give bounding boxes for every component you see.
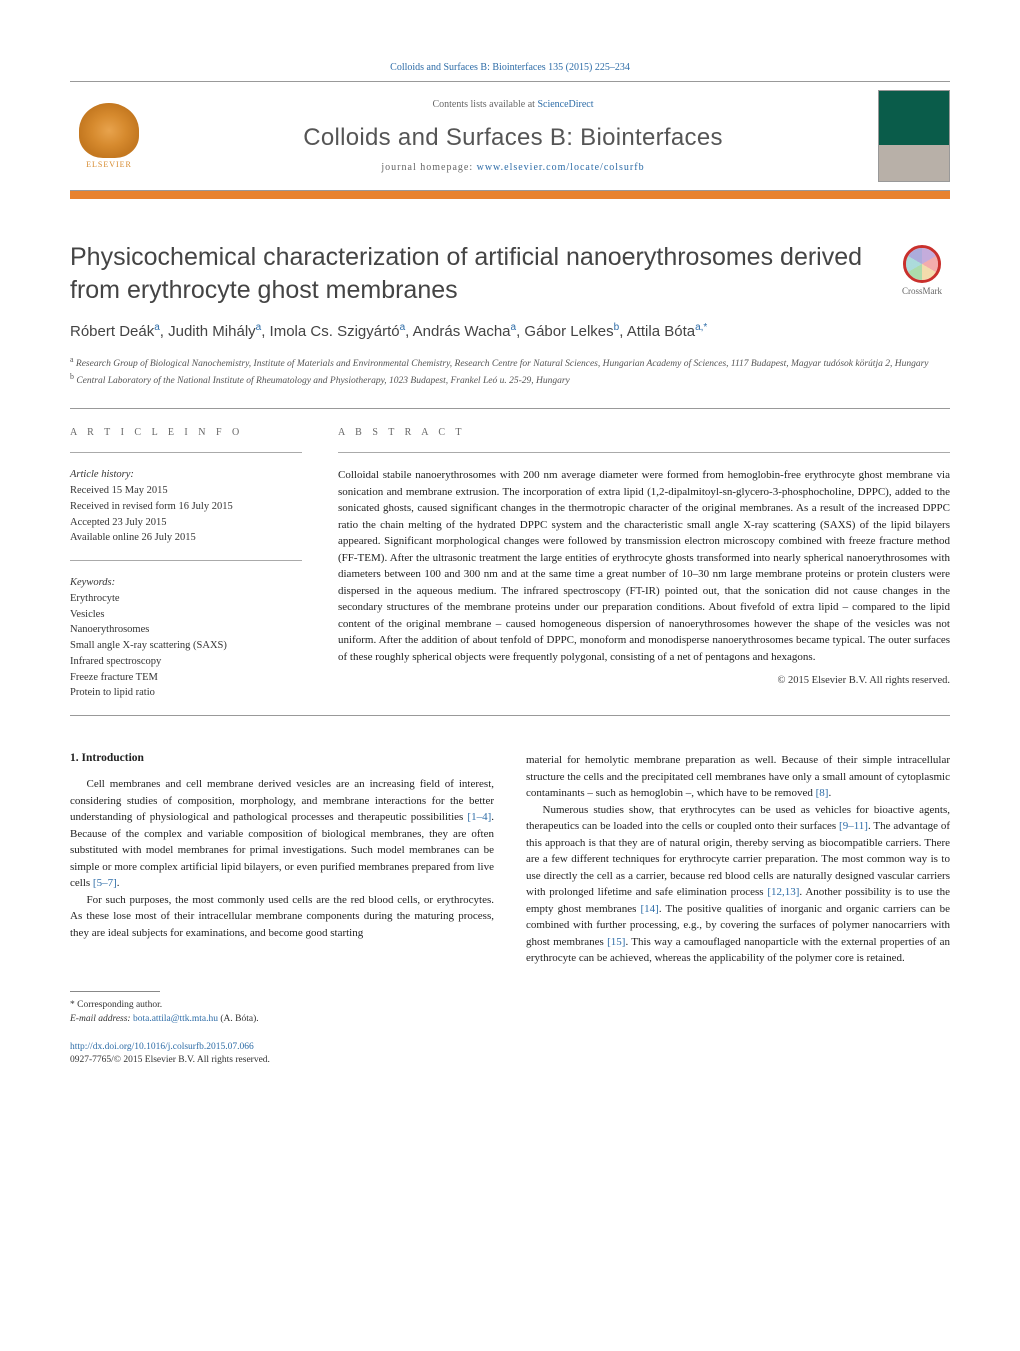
right-column: material for hemolytic membrane preparat… <box>526 752 950 1067</box>
footnote-rule <box>70 991 160 992</box>
citation-link[interactable]: [8] <box>816 787 829 799</box>
abstract-text: Colloidal stabile nanoerythrosomes with … <box>338 467 950 665</box>
history-header: Article history: <box>70 467 302 483</box>
keyword: Freeze fracture TEM <box>70 670 302 686</box>
header-center: Contents lists available at ScienceDirec… <box>166 99 860 173</box>
article-history: Article history: Received 15 May 2015 Re… <box>70 467 302 546</box>
affiliation-b-text: Central Laboratory of the National Insti… <box>76 376 569 386</box>
info-divider <box>70 560 302 561</box>
citation-link[interactable]: [1–4] <box>467 811 491 823</box>
doi-block: http://dx.doi.org/10.1016/j.colsurfb.201… <box>70 1041 494 1068</box>
affiliation-a: a Research Group of Biological Nanochemi… <box>70 354 950 371</box>
paragraph: For such purposes, the most commonly use… <box>70 892 494 942</box>
sciencedirect-link[interactable]: ScienceDirect <box>537 99 593 110</box>
corr-label: * Corresponding author. <box>70 998 494 1012</box>
contents-line: Contents lists available at ScienceDirec… <box>166 99 860 110</box>
email-line: E-mail address: bota.attila@ttk.mta.hu (… <box>70 1012 494 1026</box>
keyword: Vesicles <box>70 607 302 623</box>
elsevier-tree-icon <box>79 103 139 158</box>
text: material for hemolytic membrane preparat… <box>526 754 950 799</box>
body-columns: 1. Introduction Cell membranes and cell … <box>70 752 950 1067</box>
section-heading-intro: 1. Introduction <box>70 752 494 764</box>
revised: Received in revised form 16 July 2015 <box>70 499 302 515</box>
article-info-column: A R T I C L E I N F O Article history: R… <box>70 427 302 701</box>
affiliations: a Research Group of Biological Nanochemi… <box>70 354 950 389</box>
citation-link[interactable]: [15] <box>607 936 625 948</box>
abstract-label: A B S T R A C T <box>338 427 950 438</box>
article-title: Physicochemical characterization of arti… <box>70 241 874 306</box>
crossmark-icon <box>903 245 941 283</box>
crossmark-label: CrossMark <box>902 286 942 296</box>
left-column: 1. Introduction Cell membranes and cell … <box>70 752 494 1067</box>
journal-header: ELSEVIER Contents lists available at Sci… <box>70 81 950 191</box>
homepage-line: journal homepage: www.elsevier.com/locat… <box>166 162 860 173</box>
received: Received 15 May 2015 <box>70 483 302 499</box>
keyword: Small angle X-ray scattering (SAXS) <box>70 638 302 654</box>
keyword: Protein to lipid ratio <box>70 685 302 701</box>
orange-divider <box>70 191 950 199</box>
online: Available online 26 July 2015 <box>70 530 302 546</box>
header-citation: Colloids and Surfaces B: Biointerfaces 1… <box>70 62 950 73</box>
info-divider <box>70 452 302 453</box>
title-block: Physicochemical characterization of arti… <box>70 241 874 306</box>
keyword: Nanoerythrosomes <box>70 622 302 638</box>
homepage-link[interactable]: www.elsevier.com/locate/colsurfb <box>477 162 645 173</box>
journal-name: Colloids and Surfaces B: Biointerfaces <box>166 124 860 152</box>
paragraph: material for hemolytic membrane preparat… <box>526 752 950 802</box>
text: Cell membranes and cell membrane derived… <box>70 778 494 823</box>
keyword: Erythrocyte <box>70 591 302 607</box>
authors: Róbert Deáka, Judith Mihálya, Imola Cs. … <box>70 320 950 344</box>
abstract-divider <box>338 452 950 453</box>
keywords: Keywords: Erythrocyte Vesicles Nanoeryth… <box>70 575 302 701</box>
citation-link[interactable]: [14] <box>641 903 659 915</box>
homepage-prefix: journal homepage: <box>381 162 476 173</box>
contents-prefix: Contents lists available at <box>432 99 537 110</box>
affiliation-b: b Central Laboratory of the National Ins… <box>70 371 950 388</box>
keyword: Infrared spectroscopy <box>70 654 302 670</box>
email-who: (A. Bóta). <box>218 1014 259 1024</box>
paragraph: Cell membranes and cell membrane derived… <box>70 776 494 892</box>
article-info-label: A R T I C L E I N F O <box>70 427 302 438</box>
affiliation-a-text: Research Group of Biological Nanochemist… <box>76 359 929 369</box>
page: Colloids and Surfaces B: Biointerfaces 1… <box>0 0 1020 1117</box>
abstract-column: A B S T R A C T Colloidal stabile nanoer… <box>338 427 950 701</box>
text: . <box>117 877 120 889</box>
journal-cover-thumbnail <box>878 90 950 182</box>
info-abstract-row: A R T I C L E I N F O Article history: R… <box>70 427 950 701</box>
paragraph: Numerous studies show, that erythrocytes… <box>526 802 950 967</box>
email-link[interactable]: bota.attila@ttk.mta.hu <box>133 1014 218 1024</box>
elsevier-logo: ELSEVIER <box>70 95 148 177</box>
citation-link[interactable]: [5–7] <box>93 877 117 889</box>
corresponding-author-note: * Corresponding author. E-mail address: … <box>70 998 494 1027</box>
issn-copyright: 0927-7765/© 2015 Elsevier B.V. All right… <box>70 1055 270 1065</box>
citation-link[interactable]: [9–11] <box>839 820 868 832</box>
crossmark-badge[interactable]: CrossMark <box>894 245 950 296</box>
abstract-copyright: © 2015 Elsevier B.V. All rights reserved… <box>338 675 950 686</box>
divider <box>70 408 950 409</box>
doi-link[interactable]: http://dx.doi.org/10.1016/j.colsurfb.201… <box>70 1042 254 1052</box>
accepted: Accepted 23 July 2015 <box>70 515 302 531</box>
keywords-header: Keywords: <box>70 575 302 591</box>
email-label: E-mail address: <box>70 1014 133 1024</box>
divider <box>70 715 950 716</box>
elsevier-text: ELSEVIER <box>86 160 132 169</box>
text: . <box>828 787 831 799</box>
citation-link[interactable]: [12,13] <box>767 886 799 898</box>
title-row: Physicochemical characterization of arti… <box>70 241 950 306</box>
